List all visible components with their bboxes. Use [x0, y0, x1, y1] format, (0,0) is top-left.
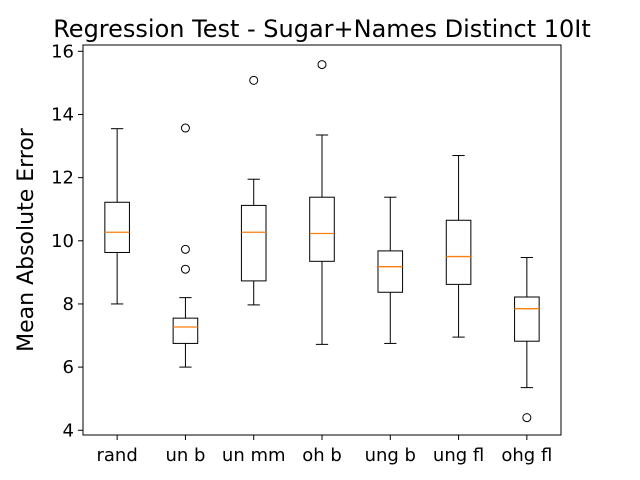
- y-tick-label: 16: [51, 41, 74, 62]
- outlier-point: [180, 123, 190, 133]
- x-tick-label: ung b: [365, 445, 416, 466]
- y-tick-label: 8: [63, 294, 74, 315]
- x-tick-label: un mm: [222, 445, 286, 466]
- box: [240, 204, 267, 282]
- box: [309, 196, 335, 262]
- outlier-point: [522, 413, 532, 423]
- outlier-point: [317, 60, 327, 70]
- y-tick-label: 4: [63, 420, 74, 441]
- outlier-point: [180, 244, 190, 254]
- x-tick-label: ung fl: [433, 445, 484, 466]
- box: [104, 201, 130, 253]
- x-tick-label: un b: [165, 445, 205, 466]
- outlier-point: [249, 75, 259, 85]
- y-tick-label: 12: [51, 168, 74, 189]
- plot-frame: [82, 44, 562, 436]
- y-axis-label: Mean Absolute Error: [14, 127, 39, 352]
- outlier-point: [180, 264, 190, 274]
- x-tick-label: ohg fl: [501, 445, 552, 466]
- box: [377, 250, 404, 293]
- y-tick-label: 14: [51, 104, 74, 125]
- x-tick-label: rand: [97, 445, 138, 466]
- x-tick-label: oh b: [302, 445, 342, 466]
- y-tick-label: 10: [51, 231, 74, 252]
- box: [514, 296, 540, 342]
- box: [445, 219, 472, 285]
- plot-area: 4 6 8 10 12 14 16 rand un b un mm oh b ung b ung fl o…: [51, 41, 552, 466]
- y-tick-label: 6: [63, 357, 74, 378]
- chart-title: Regression Test - Sugar+Names Distinct 1…: [53, 15, 591, 43]
- box: [172, 317, 199, 344]
